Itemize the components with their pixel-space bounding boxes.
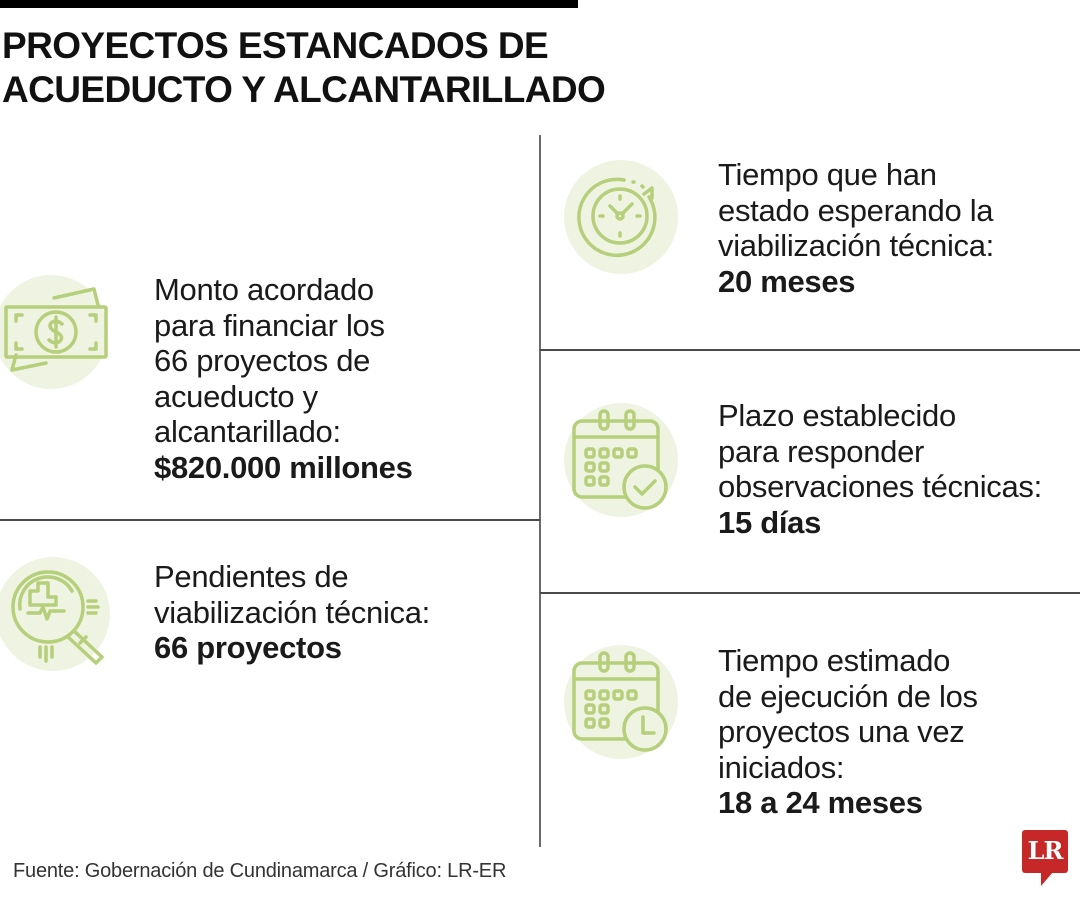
page-title: PROYECTOS ESTANCADOS DE ACUEDUCTO Y ALCA… bbox=[2, 24, 606, 112]
calendar-check-icon bbox=[564, 403, 678, 517]
item-pending: Pendientes de viabilización técnica: 66 … bbox=[154, 559, 430, 665]
top-bar bbox=[0, 0, 578, 8]
source-credit: Fuente: Gobernación de Cundinamarca / Gr… bbox=[13, 860, 507, 882]
amount-value: $820.000 millones bbox=[154, 449, 413, 485]
calendar-clock-icon bbox=[564, 645, 678, 759]
horizontal-divider-right-1 bbox=[540, 349, 1080, 351]
item-response-deadline: Plazo establecido para responder observa… bbox=[718, 398, 1042, 540]
logo-speech-tail bbox=[1041, 872, 1053, 886]
horizontal-divider-right-2 bbox=[540, 592, 1080, 594]
item-execution-time: Tiempo estimado de ejecución de los proy… bbox=[718, 643, 978, 820]
item-amount: Monto acordado para financiar los 66 pro… bbox=[154, 272, 413, 485]
magnifier-chart-icon bbox=[0, 557, 110, 671]
money-bill-icon bbox=[0, 275, 108, 389]
title-line-1: PROYECTOS ESTANCADOS DE bbox=[2, 25, 549, 66]
title-line-2: ACUEDUCTO Y ALCANTARILLADO bbox=[2, 69, 606, 110]
lr-logo: LR bbox=[1022, 830, 1068, 873]
clock-refresh-icon bbox=[564, 160, 678, 274]
horizontal-divider-left bbox=[0, 519, 540, 521]
vertical-divider bbox=[539, 135, 541, 847]
execution-time-value: 18 a 24 meses bbox=[718, 785, 923, 820]
logo-text: LR bbox=[1027, 836, 1064, 865]
pending-value: 66 proyectos bbox=[154, 630, 342, 665]
waiting-time-value: 20 meses bbox=[718, 263, 856, 299]
response-deadline-value: 15 días bbox=[718, 504, 822, 540]
item-waiting-time: Tiempo que han estado esperando la viabi… bbox=[718, 157, 994, 299]
